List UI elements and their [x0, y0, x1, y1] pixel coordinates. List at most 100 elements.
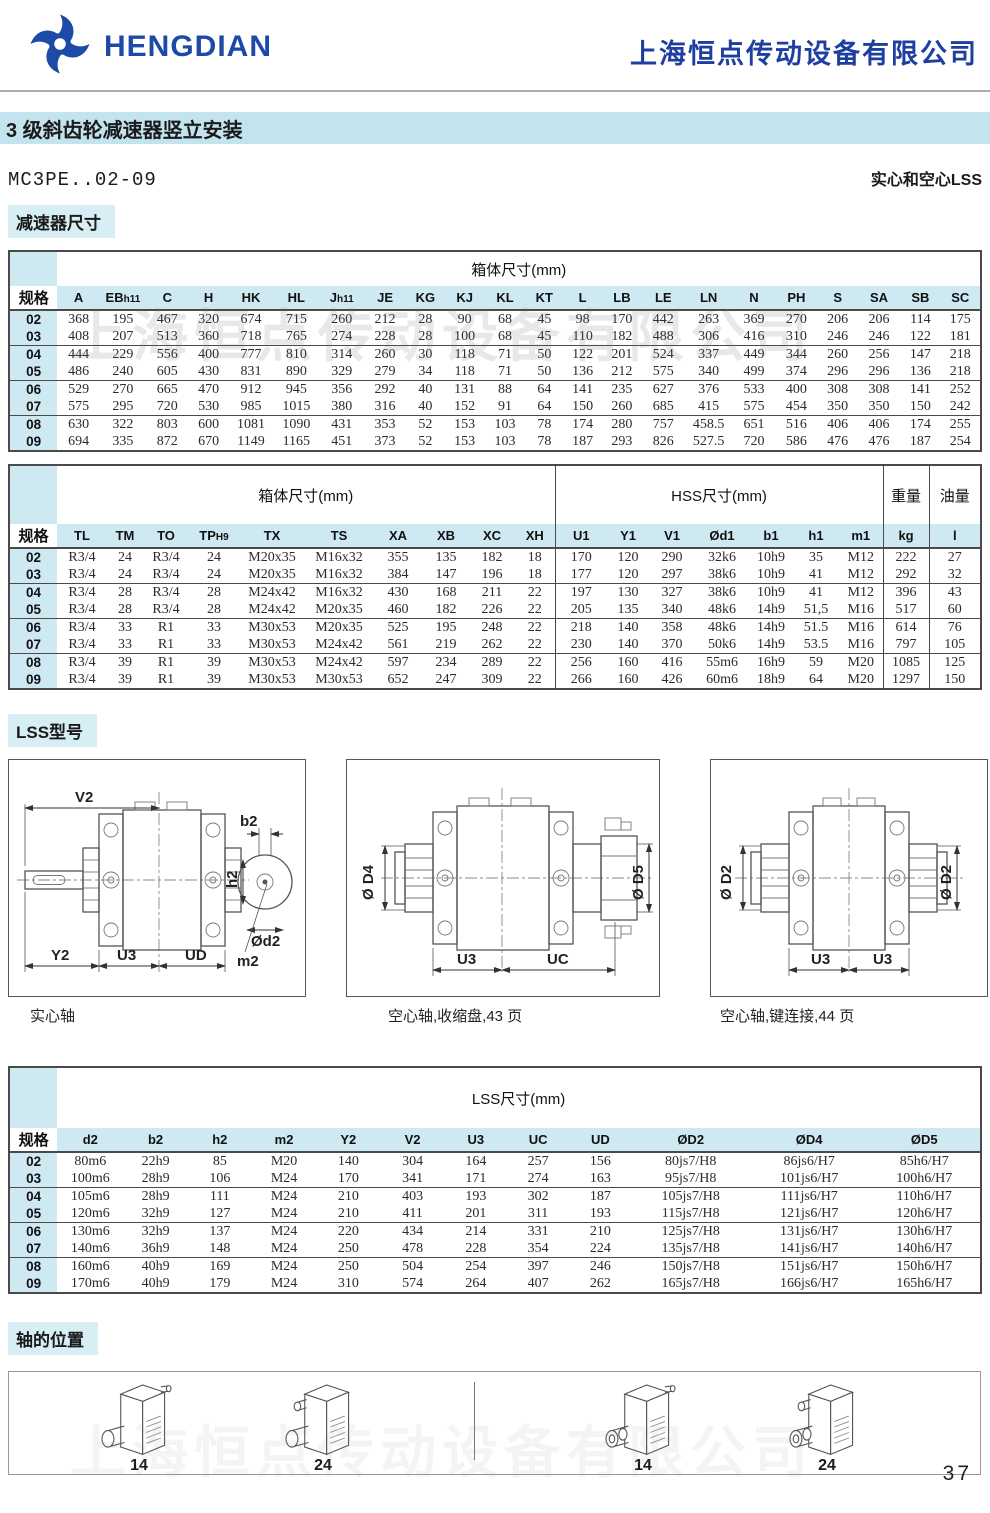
value-cell: 586: [785, 433, 807, 449]
value-cell: 260: [331, 311, 353, 327]
value-cell: 22: [515, 636, 556, 654]
value-cell: 156: [589, 1153, 611, 1169]
value-cell: 1085: [883, 653, 930, 671]
value-cell: 396: [883, 583, 930, 601]
value-cell: 415: [684, 398, 733, 416]
value-cell: 150h6/H7: [896, 1258, 953, 1274]
value-cell: 945: [285, 381, 307, 397]
value-cell: 125: [944, 654, 966, 670]
value-cell: 341: [380, 1170, 445, 1188]
group-header: LSS尺寸(mm): [57, 1067, 981, 1128]
section-label-shaft-positions: 轴的位置: [8, 1322, 98, 1355]
value-cell: 403: [402, 1188, 424, 1204]
table-row: 08 R3/4 39 R1 39 M30x53 M24x42 597 234 289 22 256 16…: [9, 653, 981, 671]
value-cell: 234: [435, 654, 457, 670]
value-cell: 527.5: [692, 433, 725, 449]
column-header: Y2: [316, 1128, 381, 1153]
column-header: ØD4: [749, 1128, 869, 1153]
svg-text:Ø D2: Ø D2: [718, 865, 735, 900]
value-cell: 10h9: [757, 584, 786, 600]
value-cell: 135: [607, 601, 650, 619]
value-cell: M16: [839, 601, 884, 619]
value-cell: 280: [611, 416, 633, 432]
value-cell: 254: [465, 1258, 487, 1274]
value-cell: 118: [454, 346, 475, 362]
value-cell: 43: [947, 584, 962, 600]
value-cell: 141: [572, 381, 594, 397]
value-cell: 411: [380, 1205, 445, 1223]
value-cell: 140h6/H7: [868, 1240, 981, 1258]
value-cell: 51,5: [793, 601, 840, 619]
value-cell: M30x53: [315, 671, 363, 687]
shaft-position-figure: 14: [595, 1374, 691, 1475]
lss-drawings-row: V2 Y2 U3 UD: [8, 759, 990, 1026]
value-cell: 219: [423, 636, 469, 654]
value-cell: 488: [642, 328, 685, 346]
value-cell: 810: [285, 346, 307, 362]
value-cell: 28: [189, 601, 239, 619]
value-cell: 380: [319, 398, 364, 416]
value-cell: 290: [661, 549, 683, 565]
value-cell: 797: [883, 636, 930, 654]
value-cell: 517: [883, 601, 930, 619]
table-row: 06 529 270 665 470 912 945 356 292 40 131 88 64 141 23…: [9, 380, 981, 398]
shaft-position-label: 24: [818, 1457, 836, 1474]
spec-column-label: 规格: [9, 524, 57, 549]
value-cell: 803: [156, 416, 178, 432]
column-header: m2: [251, 1128, 317, 1153]
value-cell: 36h9: [123, 1240, 188, 1258]
value-cell: 652: [387, 671, 409, 687]
value-cell: 575: [57, 398, 100, 416]
value-cell: 150: [944, 671, 966, 687]
value-cell: 757: [652, 416, 674, 432]
value-cell: 292: [883, 566, 930, 584]
table-row: 03 408 207 513 360 718 765 274 228 28 100 68 45 110 18…: [9, 328, 981, 346]
value-cell: 246: [589, 1258, 611, 1274]
value-cell: 374: [775, 363, 818, 381]
value-cell: 442: [652, 311, 674, 327]
spec-cell: 03: [9, 1170, 58, 1188]
value-cell: 40h9: [141, 1258, 170, 1274]
value-cell: M30x53: [248, 654, 296, 670]
spec-corner-cell: [9, 1067, 58, 1128]
value-cell: 476: [827, 433, 849, 449]
value-cell: 206: [868, 311, 890, 327]
table-row: 08 160m6 40h9 169 M24 250 504 254 397 246 150js7/H…: [9, 1257, 981, 1275]
value-cell: 48k6: [695, 601, 750, 619]
value-cell: 228: [363, 328, 407, 346]
value-cell: 235: [611, 381, 633, 397]
value-cell: 1081: [236, 416, 265, 432]
value-cell: 260: [601, 398, 643, 416]
value-cell: M20x35: [239, 566, 305, 584]
value-cell: 131js6/H7: [779, 1223, 839, 1239]
value-cell: 212: [374, 311, 396, 327]
value-cell: 41: [809, 584, 824, 600]
column-header: TS: [305, 524, 373, 549]
hollow-shaft-shrink-disk-drawing: Ø D4 Ø D5 U3 UC: [360, 788, 653, 976]
value-cell: 985: [228, 398, 274, 416]
value-cell: 486: [57, 363, 100, 381]
value-cell: 242: [940, 398, 981, 416]
value-cell: M12: [839, 583, 884, 601]
spec-cell: 04: [9, 345, 58, 363]
value-cell: 115js7/H8: [631, 1205, 750, 1223]
value-cell: 211: [481, 584, 503, 600]
column-header: ØD2: [631, 1128, 750, 1153]
value-cell: 165js7/H8: [661, 1275, 720, 1291]
value-cell: 201: [611, 346, 633, 362]
value-cell: 296: [817, 363, 858, 381]
value-cell: 148: [187, 1240, 252, 1258]
value-cell: 10h9: [757, 549, 786, 565]
value-cell: 197: [570, 584, 592, 600]
value-cell: 605: [146, 363, 189, 381]
value-cell: 373: [374, 433, 396, 449]
column-header: LB: [601, 286, 643, 311]
value-cell: 308: [868, 381, 890, 397]
value-cell: M24: [251, 1170, 317, 1188]
column-header: UD: [569, 1128, 632, 1153]
value-cell: 174: [909, 416, 931, 432]
model-code: MC3PE..02-09: [8, 169, 157, 191]
column-header: l: [929, 524, 982, 549]
value-cell: M24: [270, 1188, 298, 1204]
model-row: MC3PE..02-09 实心和空心LSS: [8, 166, 982, 191]
